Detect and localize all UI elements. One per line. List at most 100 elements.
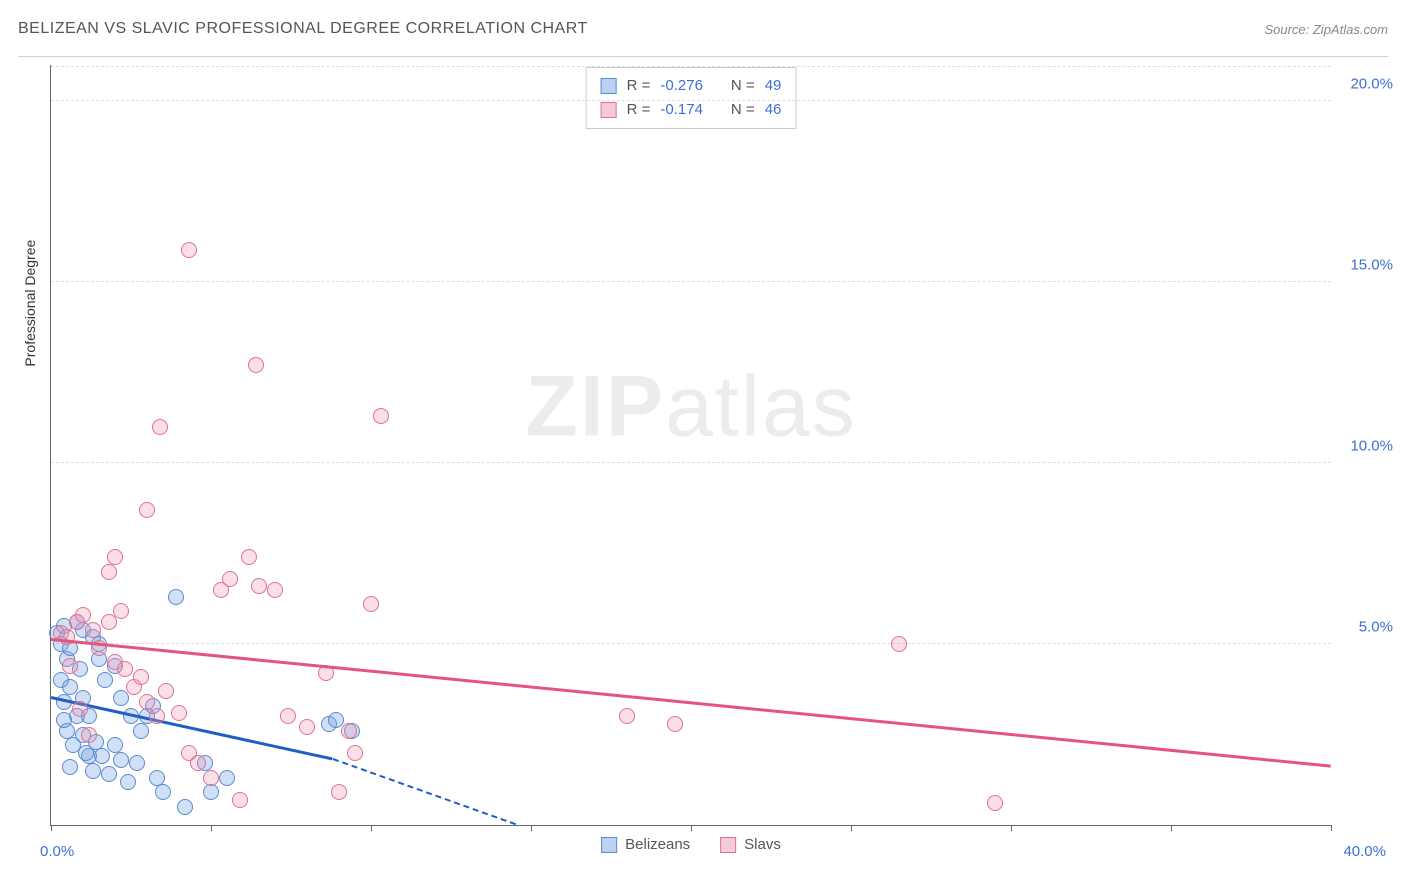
x-tick xyxy=(211,825,212,831)
data-point xyxy=(347,745,363,761)
data-point xyxy=(241,549,257,565)
chart-title: BELIZEAN VS SLAVIC PROFESSIONAL DEGREE C… xyxy=(18,20,588,37)
data-point xyxy=(72,701,88,717)
data-point xyxy=(203,784,219,800)
r-value: -0.276 xyxy=(660,74,703,98)
grid-line xyxy=(51,281,1331,282)
r-label: R = xyxy=(627,98,651,122)
data-point xyxy=(363,596,379,612)
data-point xyxy=(222,571,238,587)
data-point xyxy=(62,658,78,674)
data-point xyxy=(139,502,155,518)
x-tick xyxy=(531,825,532,831)
data-point xyxy=(177,799,193,815)
x-axis-max-label: 40.0% xyxy=(1343,843,1386,860)
y-tick-label: 15.0% xyxy=(1338,257,1393,274)
x-tick xyxy=(1331,825,1332,831)
chart-legend: Belizeans Slavs xyxy=(601,836,781,853)
legend-item: Slavs xyxy=(720,836,781,853)
trend-line-extrapolation xyxy=(332,758,515,825)
data-point xyxy=(139,694,155,710)
data-point xyxy=(120,774,136,790)
data-point xyxy=(113,752,129,768)
data-point xyxy=(81,727,97,743)
data-point xyxy=(152,419,168,435)
y-axis-title: Professional Degree xyxy=(22,240,38,367)
data-point xyxy=(232,792,248,808)
data-point xyxy=(101,766,117,782)
data-point xyxy=(267,582,283,598)
data-point xyxy=(133,723,149,739)
data-point xyxy=(101,564,117,580)
legend-swatch xyxy=(720,837,736,853)
chart-source: Source: ZipAtlas.com xyxy=(1264,22,1388,37)
y-tick-label: 20.0% xyxy=(1338,76,1393,93)
data-point xyxy=(373,408,389,424)
x-tick xyxy=(691,825,692,831)
n-value: 49 xyxy=(765,74,782,98)
watermark: ZIPatlas xyxy=(525,358,856,457)
x-tick xyxy=(1011,825,1012,831)
data-point xyxy=(133,669,149,685)
correlation-stats-box: R = -0.276 N = 49 R = -0.174 N = 46 xyxy=(586,67,797,129)
stats-row: R = -0.174 N = 46 xyxy=(601,98,782,122)
x-axis-min-label: 0.0% xyxy=(40,843,74,860)
chart-header: BELIZEAN VS SLAVIC PROFESSIONAL DEGREE C… xyxy=(18,20,1388,57)
data-point xyxy=(331,784,347,800)
data-point xyxy=(158,683,174,699)
data-point xyxy=(987,795,1003,811)
data-point xyxy=(94,748,110,764)
data-point xyxy=(155,784,171,800)
data-point xyxy=(78,745,94,761)
legend-label: Slavs xyxy=(744,836,781,853)
data-point xyxy=(168,589,184,605)
x-tick xyxy=(371,825,372,831)
data-point xyxy=(113,603,129,619)
x-tick xyxy=(51,825,52,831)
legend-item: Belizeans xyxy=(601,836,690,853)
stats-row: R = -0.276 N = 49 xyxy=(601,74,782,98)
legend-label: Belizeans xyxy=(625,836,690,853)
legend-swatch xyxy=(601,78,617,94)
n-label: N = xyxy=(731,98,755,122)
grid-line xyxy=(51,643,1331,644)
data-point xyxy=(891,636,907,652)
data-point xyxy=(248,357,264,373)
data-point xyxy=(203,770,219,786)
data-point xyxy=(113,690,129,706)
data-point xyxy=(667,716,683,732)
legend-swatch xyxy=(601,102,617,118)
y-tick-label: 5.0% xyxy=(1338,619,1393,636)
data-point xyxy=(299,719,315,735)
data-point xyxy=(149,708,165,724)
data-point xyxy=(129,755,145,771)
r-label: R = xyxy=(627,74,651,98)
data-point xyxy=(101,614,117,630)
r-value: -0.174 xyxy=(660,98,703,122)
x-tick xyxy=(851,825,852,831)
x-tick xyxy=(1171,825,1172,831)
data-point xyxy=(619,708,635,724)
grid-line xyxy=(51,66,1331,67)
n-value: 46 xyxy=(765,98,782,122)
data-point xyxy=(85,763,101,779)
plot-area: ZIPatlas R =-0.276N =49R =-0.174N =46 Be… xyxy=(50,65,1331,826)
grid-line xyxy=(51,462,1331,463)
trend-line xyxy=(51,638,1331,767)
legend-swatch xyxy=(601,837,617,853)
data-point xyxy=(219,770,235,786)
data-point xyxy=(280,708,296,724)
y-tick-label: 10.0% xyxy=(1338,438,1393,455)
data-point xyxy=(251,578,267,594)
data-point xyxy=(56,712,72,728)
data-point xyxy=(117,661,133,677)
data-point xyxy=(75,607,91,623)
data-point xyxy=(181,242,197,258)
data-point xyxy=(85,622,101,638)
grid-line xyxy=(51,100,1331,101)
data-point xyxy=(341,723,357,739)
data-point xyxy=(190,755,206,771)
n-label: N = xyxy=(731,74,755,98)
data-point xyxy=(171,705,187,721)
data-point xyxy=(62,759,78,775)
